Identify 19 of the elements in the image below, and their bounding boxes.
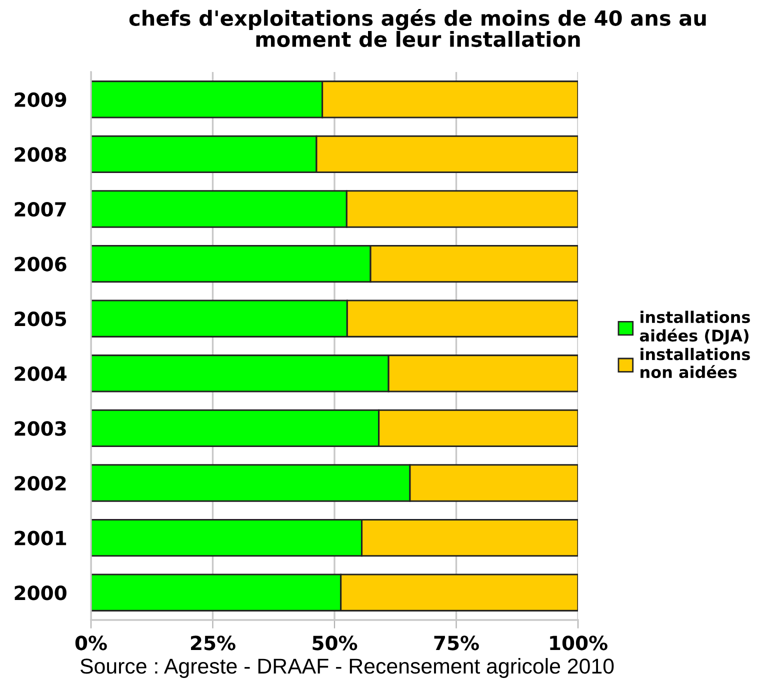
source-note: Source : Agreste - DRAAF - Recensement agricole 2010 (80, 658, 614, 678)
legend-label: installations non aidées (640, 348, 750, 378)
y-tick-label: 2003 (14, 421, 66, 436)
x-tick-label: 0% (75, 636, 107, 650)
y-tick-label: 2008 (14, 147, 66, 162)
y-tick-label: 2005 (14, 312, 66, 326)
y-tick-label: 2000 (14, 586, 66, 600)
x-tick-label: 50% (312, 636, 358, 650)
y-tick-label: 2006 (14, 256, 66, 272)
y-tick-label: 2004 (14, 366, 66, 382)
y-tick-label: 2001 (14, 530, 66, 546)
y-tick-label: 2007 (14, 202, 66, 217)
x-tick-label: 75% (434, 636, 479, 650)
y-tick-label: 2002 (14, 476, 66, 491)
x-tick-label: 100% (550, 636, 608, 650)
y-tick-label: 2009 (14, 92, 66, 108)
x-tick-label: 25% (191, 636, 236, 650)
chart-title: chefs d'exploitations agés de moins de 40 ans au moment de leur installation (129, 9, 706, 48)
legend-label: installations aidées (DJA) (640, 310, 750, 345)
